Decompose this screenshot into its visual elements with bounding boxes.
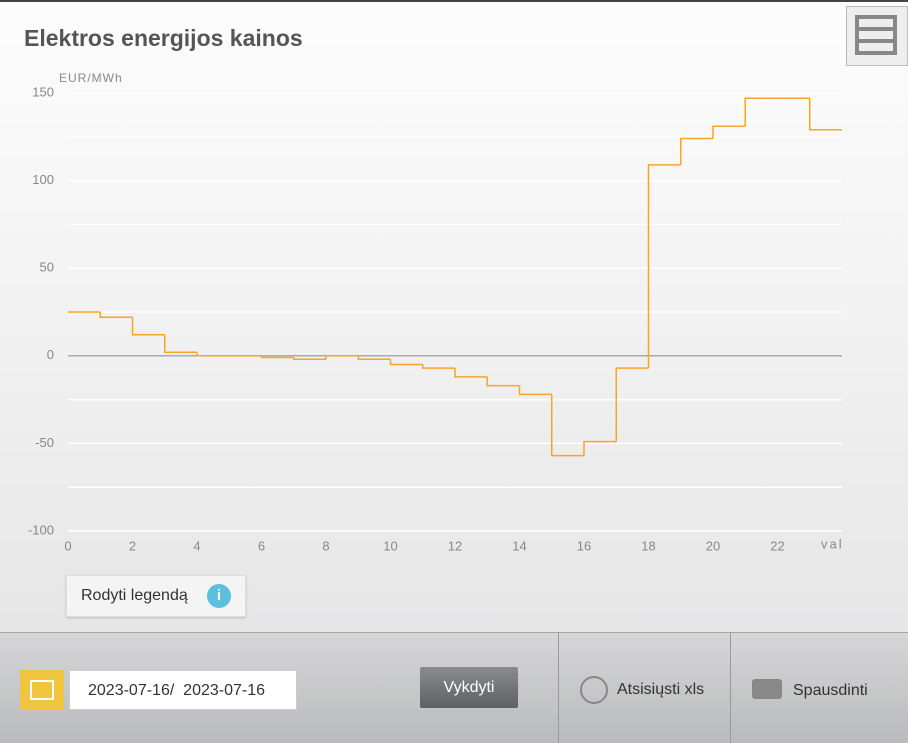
x-tick-label: 18 (641, 538, 655, 553)
x-tick-label: 4 (193, 538, 200, 553)
run-button[interactable]: Vykdyti (420, 667, 518, 708)
step-segment (615, 367, 649, 442)
step-segment (583, 440, 617, 456)
step-segment (131, 317, 165, 336)
download-label[interactable]: Atsisiųsti xls (617, 681, 705, 698)
y-tick-label: -100 (28, 522, 54, 537)
x-tick-label: 12 (448, 538, 462, 553)
step-segment (454, 368, 488, 378)
step-segment (551, 394, 584, 457)
x-tick-label: 16 (577, 538, 591, 553)
step-segment (486, 376, 520, 387)
step-segment (680, 137, 713, 165)
info-icon: i (207, 584, 231, 608)
toolbar: 2023-07-16/ 2023-07-16 Vykdyti Atsisiųst… (0, 632, 908, 743)
legend-button-label: Rodyti legendą (81, 587, 188, 604)
date-range: 2023-07-16/ 2023-07-16 (88, 682, 266, 699)
x-tick-label: 6 (258, 538, 265, 553)
x-tick-label: 2 (129, 538, 136, 553)
step-segment (293, 357, 326, 361)
chart-title: Elektros energijos kainos (24, 25, 303, 51)
divider (730, 633, 731, 743)
step-segment (260, 355, 294, 359)
calendar-icon[interactable] (20, 670, 64, 710)
step-segment (99, 312, 133, 319)
step-segment (647, 164, 681, 369)
x-tick-label: 10 (383, 538, 397, 553)
y-tick-label: -50 (35, 435, 54, 450)
menu-button[interactable] (846, 6, 908, 66)
y-tick-label: 50 (40, 260, 54, 275)
y-axis-label: EUR/MWh (59, 71, 123, 85)
x-tick-label: 22 (770, 538, 784, 553)
download-icon[interactable] (580, 676, 608, 704)
chart: Elektros energijos kainos EUR/MWh val -1… (24, 25, 844, 553)
step-segment (809, 98, 842, 131)
legend-button[interactable]: Rodyti legendą i (66, 575, 246, 617)
y-tick-label: 0 (47, 347, 54, 362)
y-tick-label: 150 (32, 84, 54, 99)
date-input[interactable]: 2023-07-16/ 2023-07-16 (69, 670, 297, 710)
step-segment (518, 385, 552, 396)
divider (558, 633, 559, 743)
x-tick-label: 0 (64, 538, 71, 553)
print-icon[interactable] (752, 679, 782, 699)
step-segment (357, 355, 391, 361)
menu-icon (855, 15, 897, 55)
y-tick-label: 100 (32, 172, 54, 187)
x-tick-label: 20 (706, 538, 720, 553)
step-segment (422, 364, 455, 369)
step-segment (164, 334, 197, 354)
step-segment (325, 355, 359, 360)
step-segment (196, 352, 230, 357)
run-button-label: Vykdyti (443, 679, 495, 696)
x-tick-label: 8 (322, 538, 329, 553)
step-segment (389, 359, 423, 366)
print-label[interactable]: Spausdinti (793, 682, 868, 699)
x-axis-label: val (821, 536, 844, 551)
step-segment (744, 97, 778, 127)
step-segment (712, 125, 746, 139)
x-tick-label: 14 (512, 538, 526, 553)
